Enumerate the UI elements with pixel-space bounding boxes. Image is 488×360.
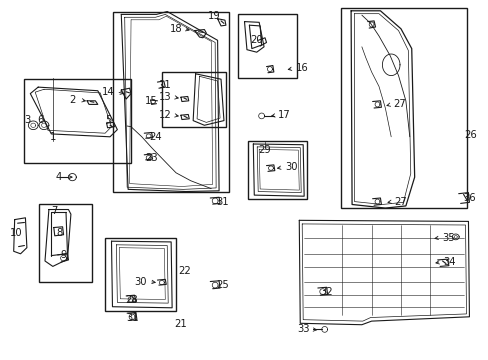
Text: 17: 17	[278, 110, 290, 120]
Text: 12: 12	[159, 110, 171, 120]
Text: 24: 24	[149, 132, 162, 142]
Text: 20: 20	[250, 35, 263, 45]
Text: 14: 14	[102, 87, 115, 97]
Text: 18: 18	[169, 24, 182, 34]
Text: 23: 23	[145, 153, 158, 163]
Bar	[162, 72, 225, 127]
Text: 8: 8	[57, 228, 62, 238]
Text: 7: 7	[51, 206, 58, 216]
Bar	[105, 238, 176, 311]
Bar	[113, 12, 228, 192]
Text: 22: 22	[178, 266, 191, 276]
Text: 19: 19	[207, 11, 220, 21]
Text: 27: 27	[394, 197, 407, 207]
Text: 16: 16	[295, 63, 308, 73]
Text: 5: 5	[105, 115, 112, 125]
Text: 13: 13	[159, 92, 171, 102]
Text: 35: 35	[442, 233, 454, 243]
Text: 15: 15	[145, 96, 158, 106]
Text: 32: 32	[320, 287, 332, 297]
Text: 11: 11	[159, 80, 171, 90]
Text: 6: 6	[37, 114, 43, 125]
Text: 25: 25	[216, 280, 228, 290]
Text: 28: 28	[125, 294, 138, 305]
Text: 30: 30	[285, 162, 297, 172]
Text: 2: 2	[69, 95, 76, 105]
Bar	[24, 79, 131, 163]
Bar	[248, 141, 306, 199]
Text: 30: 30	[134, 276, 147, 287]
Text: 9: 9	[60, 250, 67, 260]
Text: 10: 10	[10, 228, 22, 238]
Text: 4: 4	[56, 172, 61, 182]
Text: 3: 3	[24, 114, 30, 125]
Text: 26: 26	[464, 130, 476, 140]
Text: 21: 21	[174, 319, 187, 329]
Text: 1: 1	[49, 132, 56, 142]
Text: 31: 31	[216, 197, 228, 207]
Text: 34: 34	[443, 257, 455, 267]
Bar	[341, 8, 466, 208]
Text: 36: 36	[462, 193, 475, 203]
Bar	[39, 204, 92, 282]
Text: 31: 31	[126, 312, 139, 323]
Text: 29: 29	[258, 145, 271, 156]
Bar	[237, 14, 297, 78]
Text: 33: 33	[296, 324, 309, 334]
Text: 27: 27	[393, 99, 406, 109]
